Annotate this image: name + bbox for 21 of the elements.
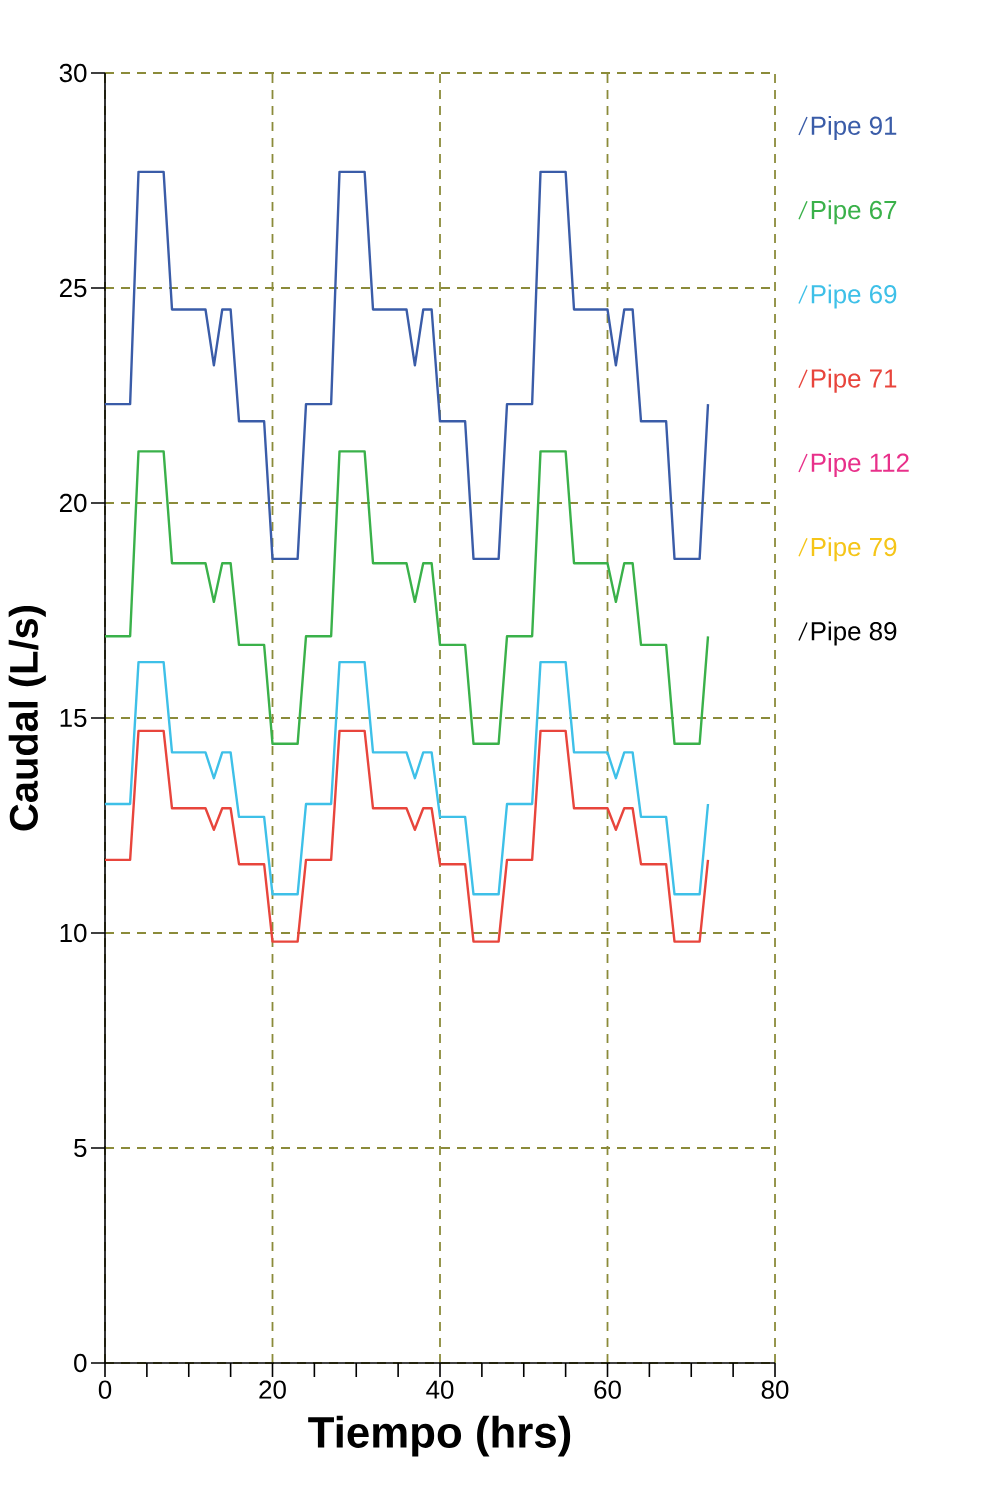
x-tick-label: 40: [426, 1380, 454, 1399]
legend-label: Pipe 79: [811, 537, 897, 562]
y-tick-label: 5: [74, 1138, 87, 1158]
y-tick-label: 10: [60, 923, 87, 943]
legend-label: Pipe 67: [811, 200, 897, 225]
x-tick-label: 20: [259, 1380, 286, 1399]
legend-label: Pipe 112: [811, 452, 909, 478]
legend-label: Pipe 91: [811, 115, 897, 141]
y-tick-label: 30: [59, 63, 87, 83]
y-axis-title: Caudal (L/s): [8, 605, 46, 831]
y-tick-label: 15: [60, 708, 87, 728]
legend-label: Pipe 89: [811, 621, 897, 646]
x-tick-label: 80: [761, 1380, 789, 1399]
x-tick-label: 60: [594, 1380, 621, 1399]
y-tick-label: 20: [59, 493, 87, 513]
legend-label: Pipe 71: [811, 368, 897, 393]
y-tick-label: 0: [74, 1353, 87, 1373]
x-axis-title: Tiempo (hrs): [308, 1415, 571, 1457]
legend-label: Pipe 69: [811, 284, 897, 309]
y-tick-label: 25: [59, 278, 87, 298]
x-tick-label: 0: [98, 1380, 112, 1399]
